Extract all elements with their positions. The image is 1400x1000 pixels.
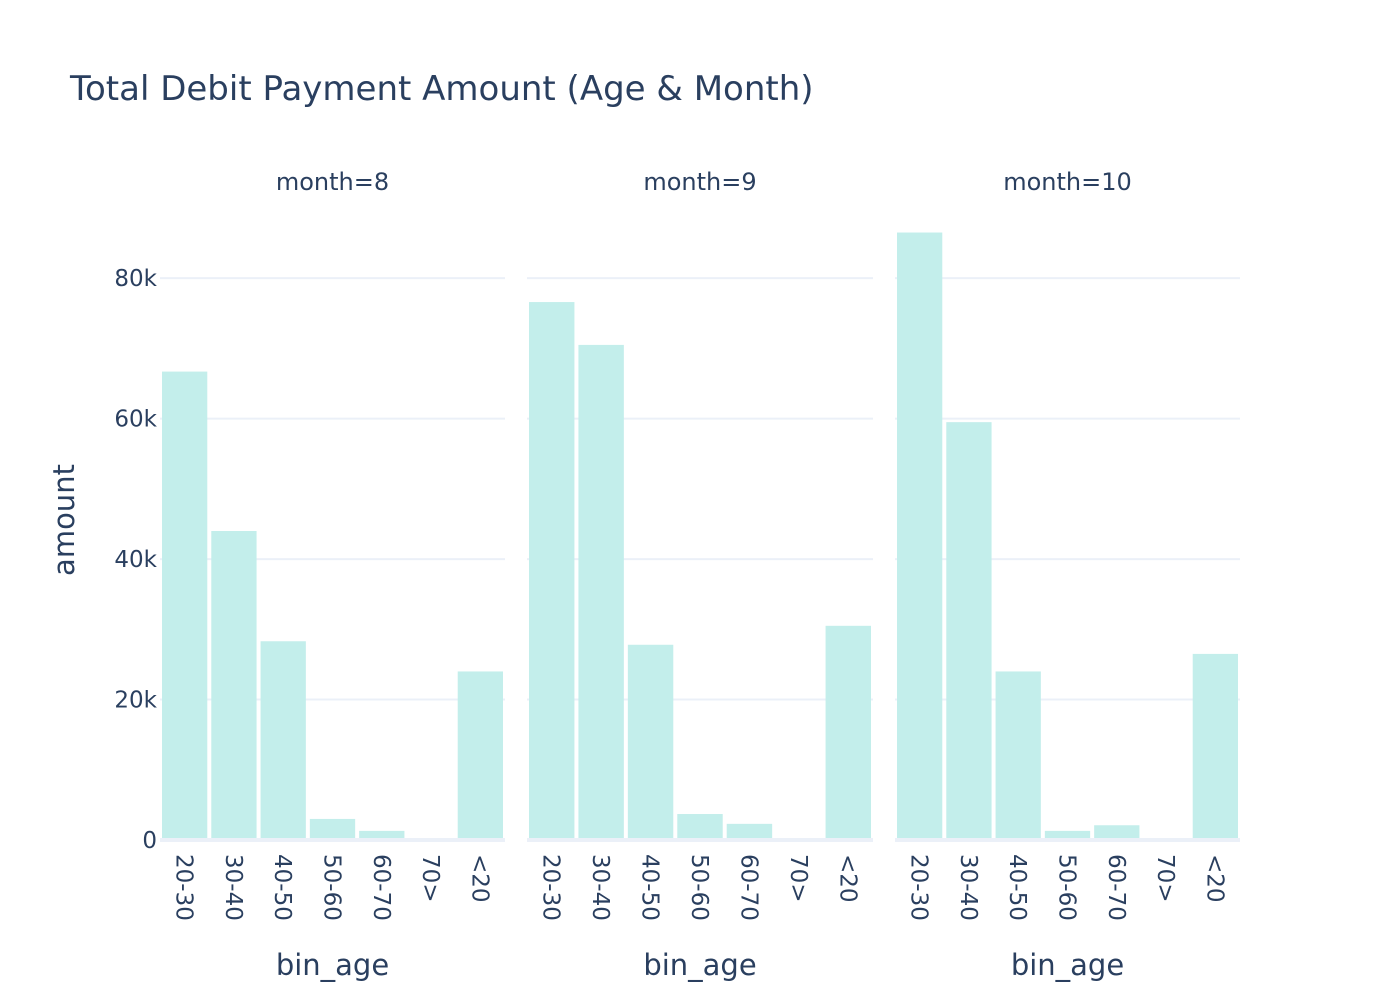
bar: [162, 371, 208, 840]
x-tick-label: 50-60: [686, 854, 712, 921]
x-tick-label: <20: [1201, 854, 1227, 903]
facet-title: month=9: [643, 168, 756, 196]
x-tick-label: 30-40: [220, 854, 246, 921]
bar: [457, 671, 503, 840]
bar: [309, 818, 356, 840]
y-tick-label: 40k: [114, 547, 157, 573]
x-tick-label: 60-70: [368, 854, 394, 921]
x-tick-label: <20: [466, 854, 492, 903]
x-tick-label: 40-50: [637, 854, 663, 921]
y-axis-title: amount: [47, 464, 81, 576]
x-tick-label: 20-30: [171, 854, 197, 921]
bar: [211, 531, 257, 840]
bar: [825, 625, 871, 840]
x-tick-label: 40-50: [1004, 854, 1030, 921]
x-axis-title: bin_age: [276, 948, 389, 982]
bar: [260, 641, 306, 840]
x-tick-label: 30-40: [955, 854, 981, 921]
bar: [578, 344, 624, 840]
x-tick-label: 50-60: [319, 854, 345, 921]
x-tick-label: 20-30: [538, 854, 564, 921]
x-axis-title: bin_age: [643, 948, 756, 982]
facet-title: month=8: [276, 168, 389, 196]
bar: [1094, 825, 1140, 840]
x-tick-label: 50-60: [1054, 854, 1080, 921]
facet-panel: 20-30 30-40 40-50 50-60 60-70 70> <20 month=8 bi…: [160, 168, 505, 982]
bar: [946, 422, 992, 840]
x-tick-label: 70>: [1152, 854, 1178, 903]
facet-title: month=10: [1003, 168, 1132, 196]
bar: [677, 814, 723, 840]
x-tick-label: 70>: [417, 854, 443, 903]
facet-panel: 20-30 30-40 40-50 50-60 60-70 70> <20 month=10 b…: [895, 168, 1240, 982]
x-tick-label: 60-70: [735, 854, 761, 921]
bar: [627, 644, 674, 840]
facet-panels: 20-30 30-40 40-50 50-60 60-70 70> <20 month=8 bi…: [160, 168, 1240, 982]
y-tick-label: 0: [142, 828, 157, 854]
chart-title: Total Debit Payment Amount (Age & Month): [69, 69, 814, 109]
y-tick-label: 20k: [114, 688, 157, 714]
x-tick-label: 20-30: [906, 854, 932, 921]
bar: [359, 830, 405, 840]
x-tick-label: 60-70: [1103, 854, 1129, 921]
x-tick-label: 40-50: [269, 854, 295, 921]
bar: [529, 302, 575, 840]
x-tick-label: <20: [834, 854, 860, 903]
facet-panel: 20-30 30-40 40-50 50-60 60-70 70> <20 month=9 bi…: [527, 168, 873, 982]
y-tick-label: 60k: [114, 407, 157, 433]
x-tick-label: 30-40: [587, 854, 613, 921]
x-axis-title: bin_age: [1011, 948, 1124, 982]
bar: [995, 671, 1041, 840]
bar: [1044, 830, 1091, 840]
bar: [726, 823, 773, 840]
gridlines: [160, 277, 1240, 701]
bar: [897, 232, 943, 841]
x-tick-label: 70>: [785, 854, 811, 903]
bar: [1192, 653, 1238, 840]
y-tick-label: 80k: [114, 266, 157, 292]
y-axis: 0 20k 40k 60k 80k: [114, 266, 157, 854]
